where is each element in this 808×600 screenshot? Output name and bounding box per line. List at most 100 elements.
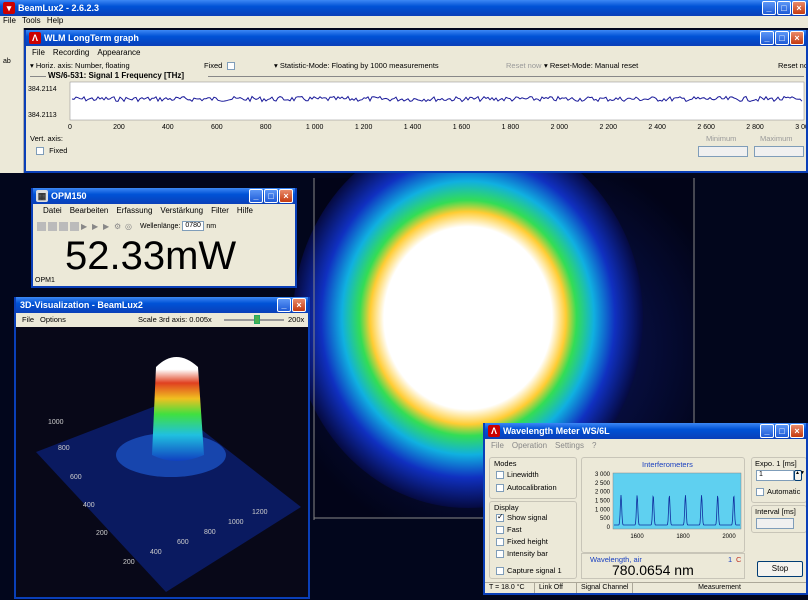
expo-input[interactable]: 1	[756, 470, 794, 481]
vert-fixed-checkbox[interactable]: Fixed	[36, 146, 68, 156]
x-tick-label: 1 000	[306, 124, 324, 131]
menu-bearbeiten[interactable]: Bearbeiten	[69, 206, 109, 215]
menu-recording[interactable]: Recording	[52, 48, 90, 57]
menu-help[interactable]: Help	[46, 16, 64, 25]
x-tick-label: 800	[260, 124, 272, 131]
expo-spinner[interactable]: ▲▼	[794, 470, 805, 481]
capture-signal-check-box[interactable]	[496, 567, 504, 576]
fast-checkbox[interactable]: Fast	[496, 525, 522, 535]
toolbar-settings-icon[interactable]: ⚙	[114, 221, 122, 231]
menu-file[interactable]: File	[32, 48, 45, 57]
x-tick-label: 400	[162, 124, 174, 131]
status-signal-channel: Signal Channel	[577, 583, 633, 593]
minimize-icon[interactable]: _	[762, 1, 776, 15]
fixed-height-checkbox[interactable]: Fixed height	[496, 537, 548, 547]
beamlux-side-panel: ab	[0, 28, 24, 173]
intensity-bar-checkbox[interactable]: Intensity bar	[496, 549, 548, 559]
fast-check-box[interactable]	[496, 526, 504, 535]
left-tick-400: 400	[83, 502, 95, 509]
scale-max: 200x	[288, 315, 305, 324]
beam-peak	[152, 357, 204, 461]
fixed-check-box[interactable]	[227, 62, 236, 71]
close-icon[interactable]: ×	[792, 1, 806, 15]
menu-datei[interactable]: Datei	[43, 206, 62, 215]
beamlux-title-bar[interactable]: ▾ BeamLux2 - 2.6.2.3 _ □ ×	[0, 0, 808, 16]
automatic-check-box[interactable]	[756, 488, 764, 497]
close-icon[interactable]: ×	[279, 189, 293, 203]
vert-axis-label: Vert. axis:	[30, 134, 63, 143]
viz3d-title-bar[interactable]: 3D-Visualization - BeamLux2 _ ×	[16, 297, 308, 313]
toolbar-step-icon[interactable]: ▶	[92, 221, 99, 231]
statistic-mode-selector[interactable]: ▾ Statistic-Mode: Floating by 1000 measu…	[274, 61, 439, 70]
minimum-input[interactable]	[698, 146, 748, 157]
autocalibration-check-box[interactable]	[496, 484, 504, 493]
vert-fixed-label: Fixed	[49, 146, 68, 155]
reset-mode-selector[interactable]: ▾ Reset-Mode: Manual reset	[544, 61, 639, 70]
maximize-icon[interactable]: □	[775, 31, 789, 45]
stop-button[interactable]: Stop	[757, 561, 803, 577]
close-icon[interactable]: ×	[292, 298, 306, 312]
vert-fixed-check-box[interactable]	[36, 147, 44, 156]
menu-filter[interactable]: Filter	[211, 206, 229, 215]
y-tick-label: 0	[607, 525, 611, 531]
x-tick-label: 2000	[722, 534, 736, 540]
wavelength-label: Wellenlänge:	[140, 222, 181, 230]
menu-erfassung[interactable]: Erfassung	[116, 206, 153, 215]
menu-hilfe[interactable]: Hilfe	[236, 206, 253, 215]
show-signal-checkbox[interactable]: Show signal	[496, 512, 548, 523]
maximize-icon[interactable]: □	[264, 189, 278, 203]
show-signal-label: Show signal	[507, 513, 548, 522]
linewidth-check-box[interactable]	[496, 471, 504, 480]
menu-options[interactable]: Options	[40, 315, 66, 324]
fixed-checkbox[interactable]: Fixed	[204, 61, 238, 71]
longterm-title-bar[interactable]: Λ WLM LongTerm graph _ □ ×	[26, 30, 806, 46]
minimize-icon[interactable]: _	[277, 298, 291, 312]
automatic-checkbox[interactable]: Automatic	[756, 487, 800, 497]
maximum-input[interactable]	[754, 146, 804, 157]
menu-file[interactable]: File	[491, 441, 504, 450]
toolbar-print-icon[interactable]	[70, 221, 79, 231]
interferometer-x-ticks: 1600 1800 2000	[630, 534, 736, 540]
wm-title-bar[interactable]: Λ Wavelength Meter WS/6L _ □ ×	[485, 423, 806, 439]
interval-input[interactable]	[756, 518, 794, 529]
opm-app-icon: ▦	[36, 190, 48, 202]
toolbar-play-icon[interactable]: ▶	[81, 221, 88, 231]
close-icon[interactable]: ×	[790, 424, 804, 438]
menu-file[interactable]: File	[3, 16, 16, 25]
maximize-icon[interactable]: □	[775, 424, 789, 438]
menu-tools[interactable]: Tools	[21, 16, 41, 25]
minimize-icon[interactable]: _	[249, 189, 263, 203]
fixed-height-check-box[interactable]	[496, 538, 504, 547]
menu-file[interactable]: File	[22, 315, 35, 324]
y-tick-label: 1 500	[595, 499, 611, 505]
intensity-bar-check-box[interactable]	[496, 550, 504, 559]
horiz-axis-selector[interactable]: ▾ Horiz. axis: Number, floating	[30, 61, 130, 70]
minimize-icon[interactable]: _	[760, 31, 774, 45]
reset-now-button-2[interactable]: Reset now	[778, 61, 808, 70]
menu-verstaerkung[interactable]: Verstärkung	[160, 206, 204, 215]
autocalibration-checkbox[interactable]: Autocalibration	[496, 483, 557, 493]
wavelength-input[interactable]: 0780	[182, 221, 205, 231]
show-signal-check-box[interactable]	[496, 512, 504, 523]
toolbar-stop-icon[interactable]: ◎	[125, 221, 132, 231]
opm150-window: ▦ OPM150 _ □ × Datei Bearbeiten Erfassun…	[31, 188, 297, 288]
minimize-icon[interactable]: _	[760, 424, 774, 438]
toolbar-new-icon[interactable]	[37, 221, 46, 231]
opm-title-bar[interactable]: ▦ OPM150 _ □ ×	[33, 188, 295, 204]
menu-settings[interactable]: Settings	[555, 441, 584, 450]
menu-appearance[interactable]: Appearance	[97, 48, 141, 57]
reset-now-button[interactable]: Reset now	[506, 61, 542, 70]
menu-help[interactable]: ?	[591, 441, 597, 450]
toolbar-fast-icon[interactable]: ▶	[103, 221, 110, 231]
scale-slider-thumb[interactable]	[254, 315, 260, 324]
y-tick-label: 2 500	[595, 481, 611, 487]
menu-operation[interactable]: Operation	[511, 441, 548, 450]
maximize-icon[interactable]: □	[777, 1, 791, 15]
toolbar-save-icon[interactable]	[59, 221, 68, 231]
x-tick-label: 0	[68, 124, 72, 131]
linewidth-checkbox[interactable]: Linewidth	[496, 470, 539, 480]
minimum-label: Minimum	[706, 134, 737, 143]
toolbar-open-icon[interactable]	[48, 221, 57, 231]
capture-signal-checkbox[interactable]: Capture signal 1	[496, 566, 562, 576]
close-icon[interactable]: ×	[790, 31, 804, 45]
